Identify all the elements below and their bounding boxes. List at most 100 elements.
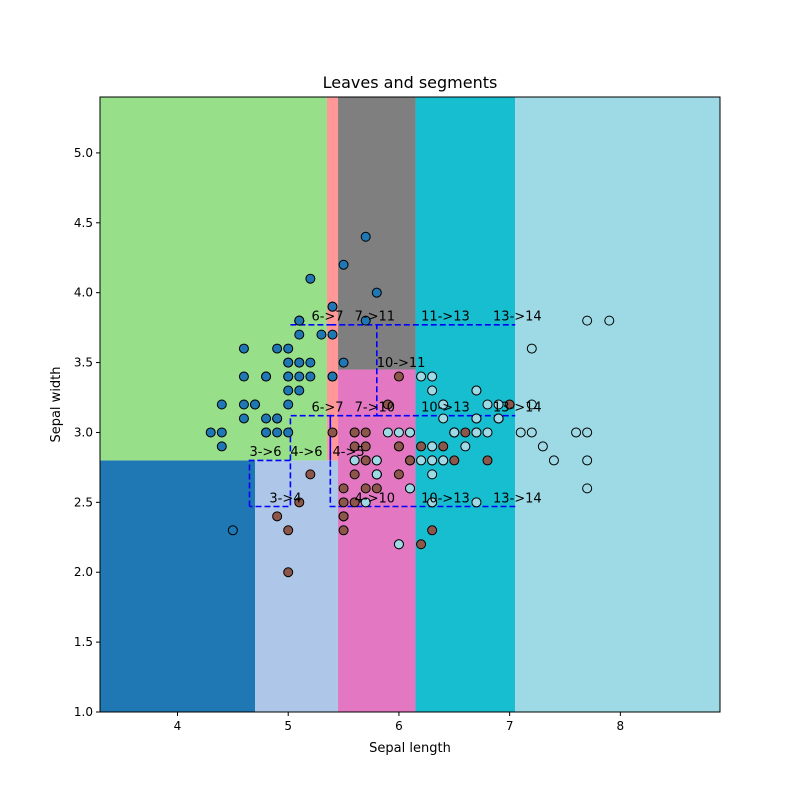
y-tick-label-0: 1.0	[74, 705, 93, 719]
point-s0-32	[305, 273, 316, 284]
point-s0-1	[272, 427, 283, 438]
point-s1-39	[482, 455, 493, 466]
point-s2-43	[427, 497, 438, 508]
point-s0-6	[238, 371, 249, 382]
segment-label-3: 13->14	[493, 310, 542, 325]
point-s0-37	[272, 343, 283, 354]
point-s2-12	[371, 455, 382, 466]
point-s0-30	[261, 413, 272, 424]
point-s2-18	[493, 399, 504, 410]
point-s2-10	[482, 427, 493, 438]
y-tick-label-8: 5.0	[74, 146, 93, 160]
point-s1-38	[449, 455, 460, 466]
point-s0-16	[327, 301, 338, 312]
segment-label-0: 6->7	[311, 310, 343, 325]
point-s0-13	[205, 427, 216, 438]
point-s1-4	[283, 567, 294, 578]
point-s1-32	[360, 455, 371, 466]
point-s0-24	[261, 371, 272, 382]
leaf-region-7	[515, 97, 720, 712]
point-s2-2	[515, 427, 526, 438]
point-s2-31	[427, 455, 438, 466]
segment-label-11: 4->5	[333, 445, 365, 460]
point-s0-41	[227, 525, 238, 536]
point-s2-13	[438, 399, 449, 410]
point-s0-8	[216, 441, 227, 452]
point-s1-29	[360, 427, 371, 438]
point-s0-3	[238, 413, 249, 424]
segment-label-8: 13->14	[493, 400, 542, 415]
point-s2-5	[571, 427, 582, 438]
point-s0-34	[272, 413, 283, 424]
point-s2-25	[405, 427, 415, 438]
segment-label-2: 11->13	[421, 310, 470, 325]
segment-label-7: 10->13	[421, 400, 470, 415]
point-s0-38	[216, 427, 227, 438]
point-s2-24	[416, 455, 427, 466]
point-s2-16	[582, 483, 593, 494]
point-s1-21	[427, 525, 438, 536]
data-points	[205, 231, 615, 578]
point-s2-44	[449, 427, 460, 438]
point-s1-20	[393, 371, 404, 382]
x-axis-label: Sepal length	[369, 741, 451, 756]
point-s2-35	[438, 413, 449, 424]
point-s1-5	[349, 441, 360, 452]
x-tick-label-3: 7	[506, 719, 514, 733]
x-axis-ticks: 4 5 6 7 8	[174, 712, 624, 733]
point-s2-45	[416, 371, 427, 382]
point-s2-11	[360, 497, 371, 508]
segment-path-1	[289, 414, 332, 461]
point-s0-25	[283, 427, 294, 438]
point-s0-45	[261, 427, 272, 438]
y-tick-label-7: 4.5	[74, 216, 93, 230]
segment-label-4: 10->11	[377, 356, 426, 371]
point-s2-29	[604, 315, 615, 326]
point-s2-17	[393, 539, 404, 550]
point-s2-41	[471, 385, 482, 396]
point-s1-0	[338, 525, 349, 536]
y-tick-label-1: 1.5	[74, 635, 93, 649]
x-tick-label-1: 5	[284, 719, 292, 733]
point-s0-22	[238, 343, 249, 354]
point-s1-26	[371, 483, 382, 494]
y-axis-label: Sepal width	[49, 366, 64, 442]
point-s2-48	[371, 469, 382, 480]
y-tick-label-2: 2.0	[74, 565, 93, 579]
point-s1-41	[393, 441, 404, 452]
point-s2-34	[427, 371, 438, 382]
leaf-region-0	[100, 460, 255, 712]
point-s2-27	[526, 427, 537, 438]
x-tick-label-0: 4	[174, 719, 182, 733]
leaf-regions	[100, 97, 720, 712]
point-s2-30	[438, 455, 449, 466]
point-s2-15	[582, 315, 593, 326]
point-s2-21	[427, 469, 438, 480]
point-s1-16	[338, 511, 349, 522]
plot-frame	[99, 96, 721, 713]
leaf-region-4	[338, 369, 416, 712]
point-s1-27	[283, 525, 294, 536]
segment-path-3	[330, 323, 378, 417]
point-s0-49	[283, 385, 294, 396]
point-s1-8	[416, 539, 427, 550]
point-s0-26	[283, 371, 294, 382]
leaf-region-3	[326, 97, 339, 461]
point-s2-8	[526, 343, 537, 354]
point-s0-15	[360, 231, 371, 242]
point-s1-31	[294, 497, 305, 508]
point-s1-2	[272, 511, 283, 522]
point-s0-48	[316, 329, 327, 340]
y-tick-label-3: 2.5	[74, 495, 93, 509]
point-s2-7	[471, 497, 482, 508]
point-s0-14	[371, 287, 382, 298]
point-s2-39	[493, 413, 504, 424]
point-s0-18	[360, 315, 371, 326]
point-s1-23	[338, 497, 349, 508]
point-s0-21	[294, 329, 305, 340]
x-tick-label-4: 8	[617, 719, 625, 733]
point-s0-35	[283, 399, 294, 410]
segment-label-5: 6->7	[311, 400, 343, 415]
point-s1-24	[338, 483, 349, 494]
